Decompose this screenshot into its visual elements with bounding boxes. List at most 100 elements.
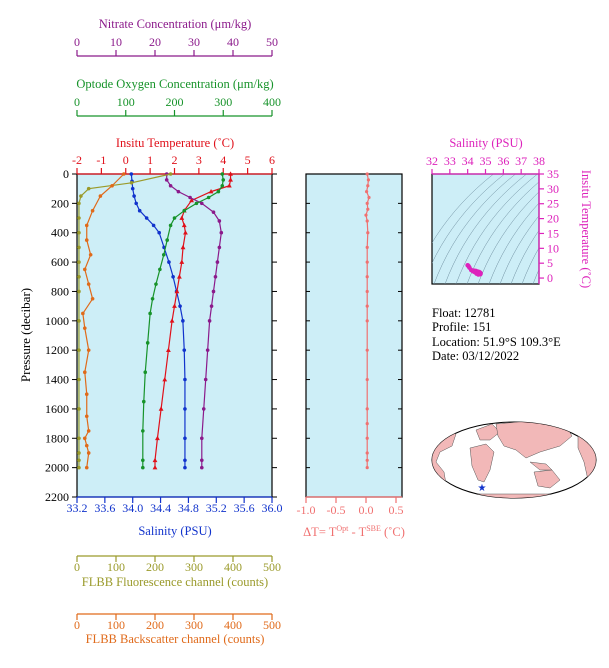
- delta-t-axis: -1.0 -0.5 0.0 0.5: [297, 173, 404, 517]
- pressure-axis: 0 200 400 600 800 1000 1200 1400 1600 1800 2000 220…: [45, 167, 277, 504]
- delta-t-point: [365, 421, 369, 426]
- oxygen-point: [221, 178, 226, 182]
- oxygen-point: [216, 189, 221, 194]
- temperature-point: [162, 376, 168, 382]
- delta-t-point: [365, 407, 369, 411]
- pressure-tick-label: 400: [51, 226, 69, 240]
- fluorescence-point: [77, 274, 81, 279]
- salinity-point: [134, 201, 138, 206]
- nitrate-axis: 0 10 20 30 40 50: [74, 35, 278, 57]
- axis-tick-label: 0: [74, 95, 80, 109]
- pressure-tick-label: 0: [63, 167, 69, 181]
- axis-tick-label: 3: [196, 153, 202, 167]
- salinity-point: [183, 436, 187, 441]
- fluorescence-point: [77, 260, 81, 264]
- axis-tick-label: 100: [117, 95, 135, 109]
- backscatter-point: [84, 238, 89, 242]
- nitrate-point: [203, 377, 208, 382]
- axis-tick-label: 2: [172, 153, 178, 167]
- ts-density-contour: [432, 174, 506, 264]
- delta-t-point: [366, 184, 370, 188]
- temperature-point: [226, 183, 232, 188]
- ts-x-tick-label: 36: [497, 154, 509, 168]
- main-plot-area: [76, 173, 273, 498]
- oxygen-axis-label: Optode Oxygen Concentration (μm/kg): [76, 77, 273, 91]
- fluorescence-point: [77, 465, 81, 470]
- nitrate-point: [201, 407, 206, 411]
- nitrate-point: [215, 260, 220, 264]
- oxygen-point: [150, 296, 155, 301]
- ts-density-contour: [433, 174, 517, 284]
- salinity-point: [178, 304, 182, 308]
- delta-t-point: [365, 201, 369, 205]
- oxygen-point: [148, 311, 152, 316]
- delta-t-point: [365, 458, 369, 462]
- ts-y-tick-label: 25: [547, 197, 559, 211]
- fluorescence-point: [168, 172, 173, 176]
- axis-tick-label: 35.2: [206, 501, 227, 515]
- fluorescence-point: [77, 216, 81, 220]
- ts-density-contour: [477, 191, 539, 284]
- delta-t-point: [365, 304, 369, 308]
- axis-tick-label: 10: [110, 35, 122, 49]
- pressure-tick-label: 2000: [45, 461, 69, 475]
- axis-tick-label: 200: [166, 95, 184, 109]
- backscatter-axis-label: FLBB Backscatter channel (counts): [86, 632, 265, 646]
- nitrate-point: [217, 245, 222, 250]
- ts-xaxis-label: Salinity (PSU): [449, 136, 522, 150]
- fluorescence-point: [77, 407, 81, 411]
- delta-x-tick-label: -0.5: [327, 503, 346, 517]
- delta-t-point: [365, 172, 369, 176]
- salinity-axis: 33.2 33.6 34.0 34.4 34.8 35.2 35.6 36.0: [67, 496, 283, 515]
- backscatter-point: [83, 370, 87, 375]
- axis-tick-label: 300: [185, 618, 203, 632]
- antarctica: [439, 493, 591, 498]
- delta-t-point: [365, 451, 369, 455]
- ts-x-tick-label: 38: [533, 154, 545, 168]
- axis-tick-label: 0: [74, 35, 80, 49]
- backscatter-point: [83, 436, 87, 441]
- pressure-tick-label: 1200: [45, 343, 69, 357]
- backscatter-point: [88, 252, 93, 257]
- temperature-point: [208, 189, 214, 194]
- salinity-point: [183, 458, 187, 463]
- ts-density-contour: [488, 202, 539, 284]
- ts-x-tick-label: 33: [444, 154, 456, 168]
- delta-t-axis-label: ΔT= TOpt - TSBE (˚C): [303, 524, 405, 539]
- pressure-tick-label: 800: [51, 284, 69, 298]
- delta-t-point: [365, 348, 369, 352]
- nitrate-point: [211, 210, 216, 214]
- ts-yaxis-label: Insitu Temperature (˚C): [579, 170, 593, 288]
- ts-density-contour: [521, 247, 539, 284]
- nitrate-point: [211, 289, 216, 294]
- ts-y-tick-label: 0: [547, 271, 553, 285]
- ts-y-tick-label: 20: [547, 212, 559, 226]
- pressure-tick-label: 2200: [45, 490, 69, 504]
- fluorescence-axis-label: FLBB Fluorescence channel (counts): [82, 575, 268, 589]
- delta-t-point: [365, 219, 369, 223]
- date: Date: 03/12/2022: [432, 349, 519, 363]
- backscatter-point: [84, 223, 89, 228]
- nitrate-point: [217, 219, 222, 223]
- delta-t-plot-area: [305, 173, 403, 498]
- profile-series: [77, 171, 233, 470]
- salinity-point: [181, 319, 185, 323]
- axis-tick-label: -2: [72, 153, 82, 167]
- europe: [475, 423, 501, 441]
- nitrate-point: [200, 465, 204, 470]
- float-location-marker: ★: [478, 483, 487, 494]
- backscatter-point: [86, 348, 91, 352]
- delta-t-point: [365, 289, 369, 294]
- salinity-point: [167, 260, 171, 264]
- axis-tick-label: 0: [123, 153, 129, 167]
- backscatter-point: [86, 451, 91, 455]
- temperature-point: [169, 318, 175, 323]
- oxygen-point: [141, 399, 146, 404]
- oxygen-point: [220, 172, 225, 176]
- temperature-point: [155, 435, 160, 441]
- temperature-point: [179, 215, 185, 220]
- location: Location: 51.9°S 109.3°E: [432, 335, 561, 349]
- pressure-tick-label: 1800: [45, 431, 69, 445]
- salinity-point: [132, 194, 136, 198]
